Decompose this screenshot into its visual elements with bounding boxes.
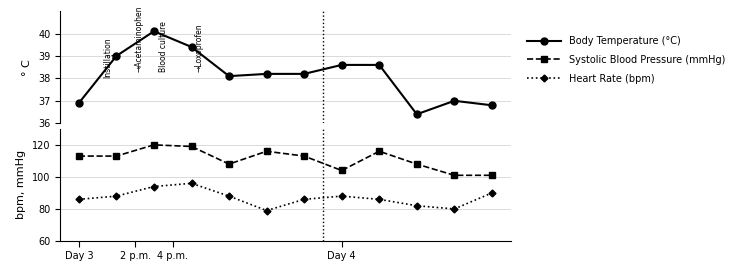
- Text: →Acetaminophen: →Acetaminophen: [134, 5, 143, 72]
- Legend: Body Temperature (°C), Systolic Blood Pressure (mmHg), Heart Rate (bpm): Body Temperature (°C), Systolic Blood Pr…: [523, 33, 729, 88]
- Text: Blood culture: Blood culture: [159, 21, 167, 72]
- Y-axis label: bpm, mmHg: bpm, mmHg: [17, 150, 26, 219]
- Y-axis label: ° C: ° C: [23, 59, 32, 76]
- Text: Instillation: Instillation: [104, 38, 116, 78]
- Text: →Loxoprofen: →Loxoprofen: [195, 23, 204, 72]
